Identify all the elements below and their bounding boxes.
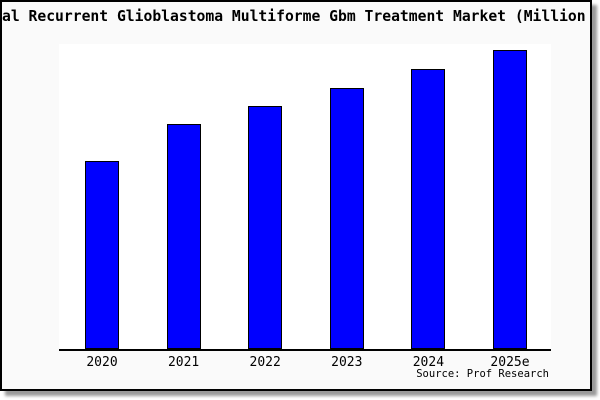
x-tick-label-2024: 2024 — [412, 355, 445, 370]
x-tick-label-2021: 2021 — [167, 355, 200, 370]
plot-area — [59, 44, 551, 351]
bar-2025e — [493, 50, 527, 349]
source-label: Source: Prof Research — [416, 368, 549, 380]
chart-title: al Recurrent Glioblastoma Multiforme Gbm… — [2, 8, 586, 25]
x-tick-label-2023: 2023 — [331, 355, 363, 370]
x-tick-label-2025e: 2025e — [490, 355, 530, 370]
bar-2022 — [248, 106, 283, 349]
x-tick-label-2022: 2022 — [249, 355, 281, 370]
chart-window: al Recurrent Glioblastoma Multiforme Gbm… — [0, 0, 592, 391]
bar-2021 — [166, 124, 201, 349]
bar-2020 — [85, 161, 119, 349]
x-tick-label-2020: 2020 — [86, 355, 118, 370]
bar-2023 — [329, 88, 364, 349]
bar-2024 — [411, 69, 446, 349]
